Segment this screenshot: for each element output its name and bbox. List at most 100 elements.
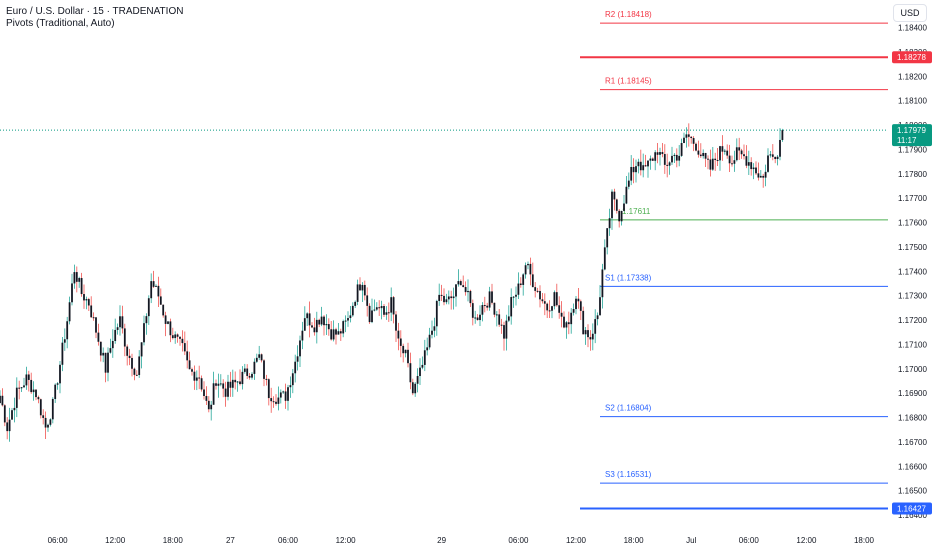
candle-body — [351, 305, 354, 316]
candle-body — [656, 152, 659, 155]
candle-body — [114, 329, 117, 342]
candle-body — [387, 312, 390, 314]
candle-body — [543, 301, 546, 304]
symbol-title[interactable]: Euro / U.S. Dollar · 15 · TRADENATION — [6, 6, 184, 17]
candle-body — [512, 296, 515, 298]
indicator-title[interactable]: Pivots (Traditional, Auto) — [6, 18, 115, 29]
candle-body — [440, 294, 443, 296]
price-tick-label: 1.16900 — [898, 389, 927, 398]
candle-body — [251, 373, 253, 378]
price-axis[interactable]: 1.184001.183001.182001.181001.180001.179… — [898, 24, 927, 521]
candle-body — [599, 297, 601, 316]
candle-body — [15, 387, 18, 408]
price-tag-label: 1.18278 — [897, 53, 926, 62]
candle-body — [625, 186, 628, 204]
candle-body — [306, 313, 309, 319]
candle-body — [361, 284, 364, 291]
candle-body — [294, 361, 297, 374]
candle-body — [260, 354, 263, 361]
candle-body — [637, 161, 640, 167]
candle-body — [385, 312, 388, 315]
candle-body — [92, 317, 95, 319]
candle-body — [661, 152, 664, 155]
candle-body — [699, 154, 702, 157]
candle-body — [59, 364, 61, 384]
candle-body — [219, 383, 222, 385]
candle-body — [464, 287, 467, 293]
candle-body — [623, 203, 625, 211]
price-tick-label: 1.18100 — [898, 97, 927, 106]
candle-body — [493, 302, 496, 315]
candle-body — [577, 298, 580, 302]
candle-body — [267, 379, 270, 399]
currency-button[interactable]: USD — [893, 4, 927, 22]
candle-body — [733, 160, 736, 164]
candle-body — [291, 373, 294, 386]
candle-body — [186, 351, 189, 361]
candle-body — [519, 283, 522, 285]
candle-body — [755, 167, 757, 174]
candle-body — [203, 389, 205, 396]
candle-body — [342, 321, 345, 334]
candle-body — [205, 395, 208, 401]
candle-body — [630, 166, 633, 181]
candle-body — [200, 378, 203, 390]
candle-body — [659, 152, 661, 155]
candle-body — [147, 298, 150, 317]
candle-body — [121, 316, 124, 329]
candle-body — [517, 283, 520, 295]
candle-body — [522, 274, 525, 285]
candle-body — [498, 314, 501, 325]
candle-body — [335, 329, 337, 335]
candle-body — [613, 191, 616, 200]
candle-body — [447, 296, 450, 300]
candle-body — [471, 303, 474, 318]
candle-body — [747, 162, 750, 166]
time-tick-label: 29 — [437, 536, 446, 545]
candle-body — [181, 338, 184, 344]
candle-body — [248, 375, 251, 378]
candle-body — [443, 295, 445, 303]
candle-body — [572, 309, 575, 313]
candle-body — [606, 228, 609, 248]
candle-body — [313, 327, 316, 333]
candle-body — [332, 329, 335, 340]
candle-body — [390, 297, 393, 313]
candle-body — [745, 156, 748, 166]
candle-body — [107, 352, 109, 373]
candle-body — [95, 317, 97, 333]
candle-body — [731, 163, 733, 165]
candle-body — [697, 150, 700, 155]
pivot-label-s2: S2 (1.16804) — [605, 404, 652, 413]
candle-body — [111, 341, 114, 349]
candle-body — [407, 349, 409, 364]
candle-body — [354, 301, 357, 306]
candle-body — [608, 218, 611, 229]
candle-body — [27, 374, 30, 380]
candle-body — [35, 389, 37, 398]
candle-body — [73, 272, 76, 284]
candle-body — [183, 343, 186, 352]
candle-body — [68, 302, 71, 322]
candle-body — [488, 291, 491, 308]
time-tick-label: 06:00 — [48, 536, 69, 545]
candle-body — [373, 309, 376, 311]
candle-body — [750, 162, 753, 170]
candle-body — [673, 154, 676, 156]
candle-body — [685, 134, 688, 138]
candle-body — [467, 290, 469, 293]
candle-body — [603, 247, 606, 270]
candle-body — [143, 323, 145, 343]
candle-body — [234, 379, 237, 383]
candle-body — [287, 387, 289, 401]
candle-body — [83, 294, 85, 301]
time-tick-label: 06:00 — [739, 536, 760, 545]
candle-body — [524, 265, 527, 275]
candle-body — [140, 342, 143, 357]
time-tick-label: 12:00 — [336, 536, 357, 545]
time-axis[interactable]: 06:00 12:00 18:00 27 06:00 12:00 29 06:00 12:00 1… — [48, 536, 875, 545]
candle-body — [764, 171, 767, 178]
candle-body — [445, 299, 448, 303]
